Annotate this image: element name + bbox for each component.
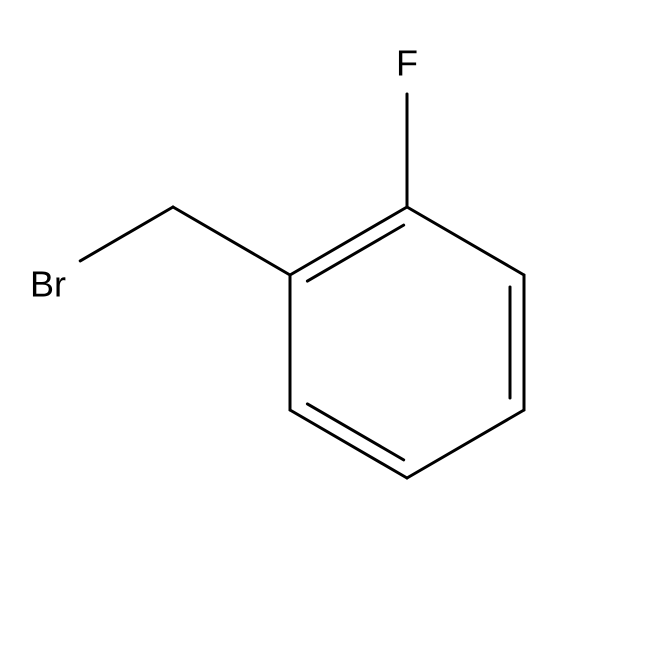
molecule-structure: Br F bbox=[0, 0, 650, 650]
bond-c1-ch2 bbox=[173, 207, 290, 275]
bond-c2-c3 bbox=[407, 207, 524, 275]
bond-c4-c5 bbox=[407, 410, 524, 478]
bond-c1-c2-inner bbox=[307, 225, 403, 281]
bond-c1-c2 bbox=[290, 207, 407, 275]
bond-c5-c6-inner bbox=[307, 404, 403, 460]
atom-label-f: F bbox=[396, 43, 418, 84]
bond-ch2-br bbox=[80, 207, 173, 261]
bond-c5-c6 bbox=[290, 410, 407, 478]
atom-label-br: Br bbox=[30, 264, 66, 305]
